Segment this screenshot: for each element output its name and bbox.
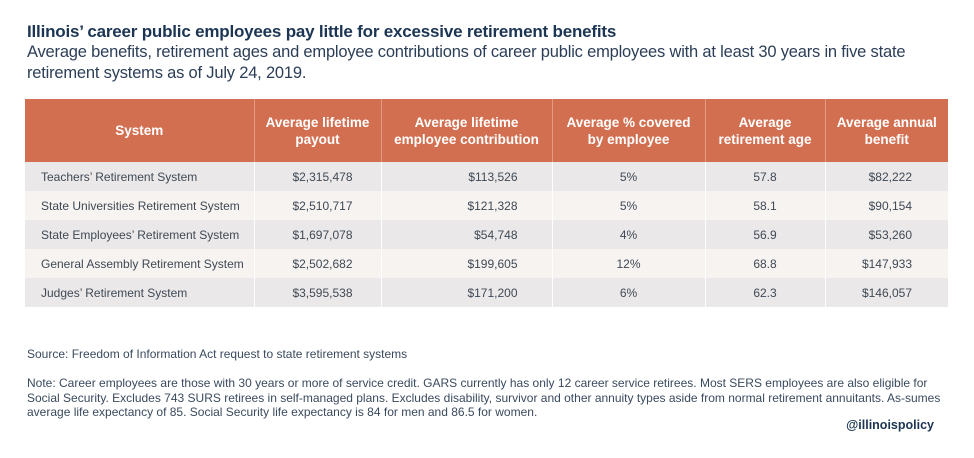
cell-system: State Employees’ Retirement System	[25, 220, 254, 249]
cell-percent-covered: 4%	[551, 220, 705, 249]
cell-employee-contribution: $54,748	[380, 220, 552, 249]
cell-lifetime-payout: $3,595,538	[253, 278, 381, 307]
cell-retirement-age: 68.8	[704, 249, 825, 278]
cell-system: Judges’ Retirement System	[25, 278, 254, 307]
table-header-row: System Average lifetime payout Average l…	[25, 99, 948, 162]
cell-employee-contribution: $113,526	[380, 162, 552, 191]
cell-lifetime-payout: $2,510,717	[253, 191, 381, 220]
cell-system: General Assembly Retirement System	[25, 249, 254, 278]
column-header-retirement-age: Average retirement age	[704, 99, 825, 162]
page-subtitle: Average benefits, retirement ages and em…	[27, 43, 906, 82]
page-title: Illinois’ career public employees pay li…	[27, 22, 617, 41]
cell-annual-benefit: $90,154	[824, 191, 948, 220]
cell-lifetime-payout: $1,697,078	[253, 220, 381, 249]
cell-employee-contribution: $121,328	[380, 191, 552, 220]
cell-lifetime-payout: $2,502,682	[253, 249, 381, 278]
cell-employee-contribution: $171,200	[380, 278, 552, 307]
cell-lifetime-payout: $2,315,478	[253, 162, 381, 191]
column-header-employee-contribution: Average lifetime employee contribution	[380, 99, 552, 162]
cell-percent-covered: 12%	[551, 249, 705, 278]
cell-retirement-age: 62.3	[704, 278, 825, 307]
cell-percent-covered: 5%	[551, 162, 705, 191]
cell-annual-benefit: $82,222	[824, 162, 948, 191]
retirement-systems-table: System Average lifetime payout Average l…	[25, 99, 948, 307]
column-header-lifetime-payout: Average lifetime payout	[253, 99, 381, 162]
cell-retirement-age: 57.8	[704, 162, 825, 191]
table-row: State Universities Retirement System $2,…	[25, 191, 948, 220]
table-row: General Assembly Retirement System $2,50…	[25, 249, 948, 278]
source-note: Source: Freedom of Information Act reque…	[27, 347, 408, 361]
cell-retirement-age: 58.1	[704, 191, 825, 220]
column-header-system: System	[25, 99, 254, 162]
cell-employee-contribution: $199,605	[380, 249, 552, 278]
cell-percent-covered: 5%	[551, 191, 705, 220]
methodology-note: Note: Career employees are those with 30…	[27, 376, 941, 419]
cell-retirement-age: 56.9	[704, 220, 825, 249]
cell-annual-benefit: $146,057	[824, 278, 948, 307]
cell-annual-benefit: $147,933	[824, 249, 948, 278]
column-header-annual-benefit: Average annual benefit	[824, 99, 948, 162]
cell-annual-benefit: $53,260	[824, 220, 948, 249]
table-row: Judges’ Retirement System $3,595,538 $17…	[25, 278, 948, 307]
table-row: State Employees’ Retirement System $1,69…	[25, 220, 948, 249]
table-row: Teachers’ Retirement System $2,315,478 $…	[25, 162, 948, 191]
cell-system: State Universities Retirement System	[25, 191, 254, 220]
column-header-percent-covered: Average % covered by employee	[551, 99, 705, 162]
cell-percent-covered: 6%	[551, 278, 705, 307]
social-handle: @illinoispolicy	[846, 418, 934, 432]
cell-system: Teachers’ Retirement System	[25, 162, 254, 191]
